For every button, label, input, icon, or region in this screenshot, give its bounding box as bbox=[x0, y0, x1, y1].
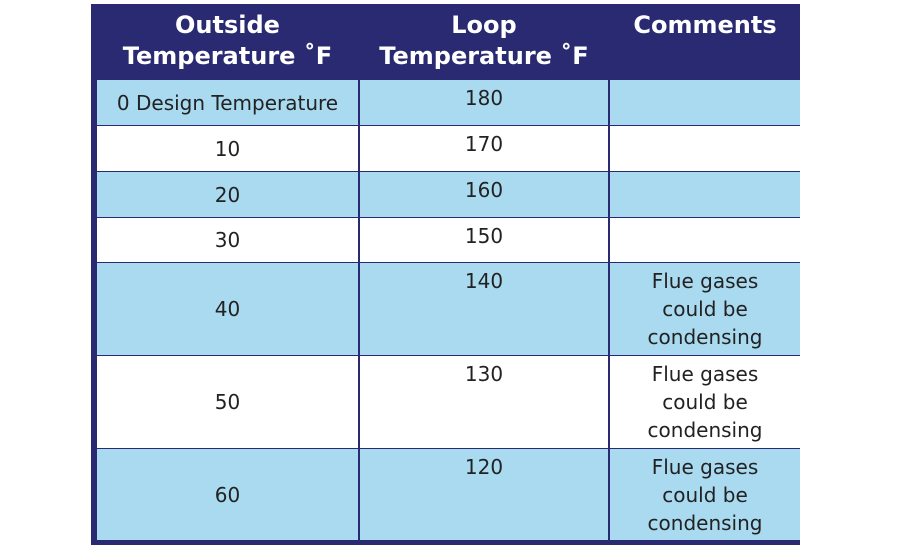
loop-temp-cell: 130 bbox=[360, 356, 608, 448]
outside-temp-cell: 40 bbox=[97, 263, 358, 355]
header-cell: Outside Temperature ˚F bbox=[97, 4, 358, 78]
loop-temp-cell: 170 bbox=[360, 126, 608, 171]
outside-temp-cell: 10 bbox=[97, 126, 358, 171]
loop-temp-cell: 120 bbox=[360, 449, 608, 540]
header-cell: Loop Temperature ˚F bbox=[360, 4, 608, 78]
comment-cell bbox=[610, 80, 800, 125]
outside-temp-cell: 60 bbox=[97, 449, 358, 540]
loop-temp-cell: 150 bbox=[360, 218, 608, 262]
outside-temp-cell: 50 bbox=[97, 356, 358, 448]
comment-cell bbox=[610, 172, 800, 217]
comment-cell: Flue gases could be condensing bbox=[610, 449, 800, 540]
loop-temp-cell: 180 bbox=[360, 80, 608, 125]
outside-temp-cell: 0 Design Temperature bbox=[97, 80, 358, 125]
header-cell: Comments bbox=[610, 4, 800, 78]
loop-temp-cell: 140 bbox=[360, 263, 608, 355]
comment-cell: Flue gases could be condensing bbox=[610, 356, 800, 448]
comment-cell: Flue gases could be condensing bbox=[610, 263, 800, 355]
comment-cell bbox=[610, 126, 800, 171]
outside-temp-cell: 30 bbox=[97, 218, 358, 262]
data-table: Outside Temperature ˚F Loop Temperature ˚… bbox=[91, 4, 800, 545]
loop-temp-cell: 160 bbox=[360, 172, 608, 217]
comment-cell bbox=[610, 218, 800, 262]
outside-temp-cell: 20 bbox=[97, 172, 358, 217]
